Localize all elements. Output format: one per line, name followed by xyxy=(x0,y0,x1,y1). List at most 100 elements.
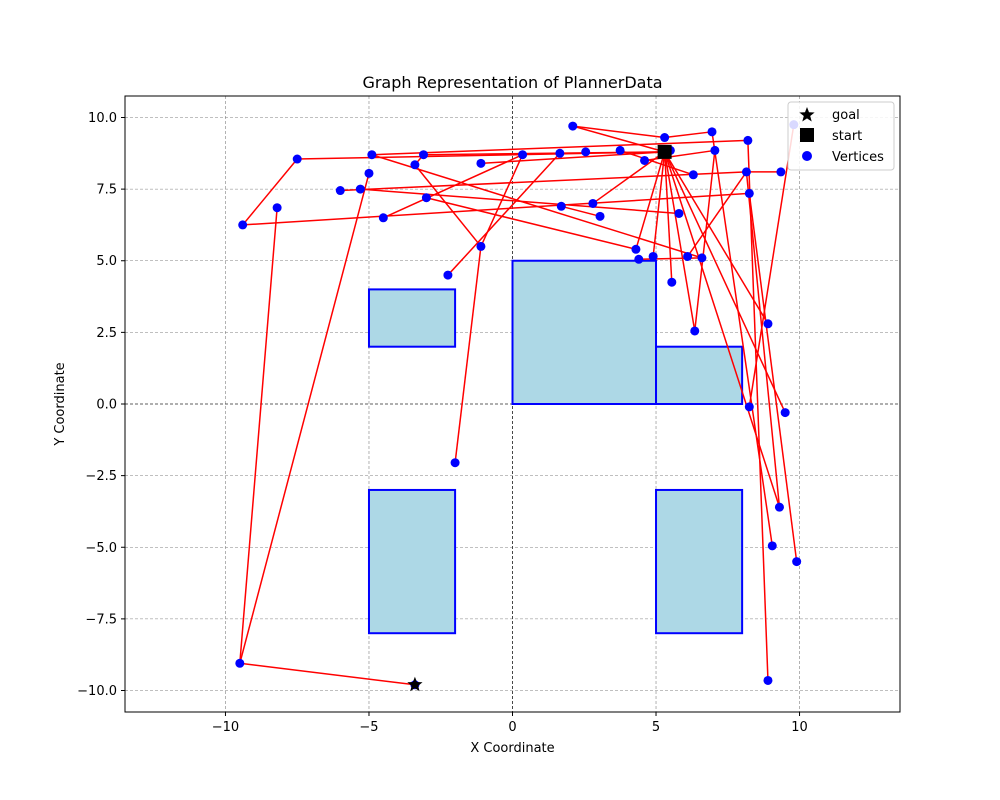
vertex-point xyxy=(674,208,684,218)
edge-line xyxy=(239,173,370,664)
x-tick-label: 5 xyxy=(652,720,660,735)
obstacle-rect xyxy=(655,345,744,405)
edge-line xyxy=(652,151,666,257)
axis-ticks: −10 −5 0 5 10 −10.0 −7.5 −5.0 −2.5 0.0 2.5 5.0 7.5 10… xyxy=(77,111,808,735)
edge-line xyxy=(371,139,748,156)
vertex-point xyxy=(364,168,374,178)
edge-line xyxy=(239,662,415,686)
vertex-point xyxy=(634,254,644,264)
legend-start-square-icon xyxy=(800,128,814,142)
vertex-point xyxy=(710,145,720,155)
vertex-point xyxy=(367,150,377,160)
vertex-point xyxy=(767,541,777,551)
edge-line xyxy=(663,151,786,413)
vertex-point xyxy=(568,121,578,131)
edge-line xyxy=(480,151,665,165)
vertex-point xyxy=(450,458,460,468)
start-square-marker xyxy=(657,144,672,159)
edge-line xyxy=(454,246,482,463)
vertex-point xyxy=(780,408,790,418)
legend-label-vertices: Vertices xyxy=(832,150,884,165)
y-tick-label: 0.0 xyxy=(96,398,117,413)
vertex-point xyxy=(648,251,658,261)
vertex-point xyxy=(743,135,753,145)
vertex-point xyxy=(355,184,365,194)
vertex-point xyxy=(410,160,420,170)
legend-box xyxy=(787,101,895,171)
legend-label-start: start xyxy=(832,129,862,144)
vertex-point xyxy=(707,127,717,137)
edge-line xyxy=(414,164,482,247)
vertex-point xyxy=(744,402,754,412)
x-tick-label: 10 xyxy=(791,720,808,735)
y-tick-label: 10.0 xyxy=(88,111,117,126)
edge-line xyxy=(592,151,666,205)
edge-line xyxy=(745,171,781,508)
edge-line xyxy=(748,124,795,407)
obstacle-rect xyxy=(367,288,457,348)
vertex-point xyxy=(640,155,650,165)
edge-line xyxy=(711,131,774,546)
vertex-point xyxy=(555,148,565,158)
x-axis-title: X Coordinate xyxy=(470,741,554,756)
vertex-point xyxy=(763,319,773,329)
vertex-point xyxy=(763,675,773,685)
chart-title: Graph Representation of PlannerData xyxy=(362,73,662,92)
vertex-point xyxy=(774,502,784,512)
obstacle-rect xyxy=(655,488,744,635)
edge-line xyxy=(242,192,750,226)
vertex-point xyxy=(292,154,302,164)
vertex-point xyxy=(556,201,566,211)
edge-line xyxy=(635,151,666,250)
vertices xyxy=(235,120,802,690)
vertex-point xyxy=(776,167,786,177)
y-tick-label: −10.0 xyxy=(77,684,117,699)
vertex-point xyxy=(631,244,641,254)
edge-line xyxy=(561,205,601,218)
legend-label-goal: goal xyxy=(832,108,860,123)
vertex-point xyxy=(419,150,429,160)
vertex-point xyxy=(476,241,486,251)
vertex-point xyxy=(690,326,700,336)
vertex-point xyxy=(741,167,751,177)
y-tick-label: 7.5 xyxy=(96,183,117,198)
y-axis-title: Y Coordinate xyxy=(53,362,68,446)
edge-line xyxy=(572,125,665,153)
vertex-point xyxy=(744,188,754,198)
edge-line xyxy=(694,150,716,332)
vertex-point xyxy=(378,213,388,223)
edge-line xyxy=(371,154,703,259)
edge-line xyxy=(572,125,665,139)
vertex-point xyxy=(697,253,707,263)
edge-line xyxy=(686,171,748,257)
edge-line xyxy=(242,158,298,226)
vertex-point xyxy=(588,198,598,208)
x-tick-label: 0 xyxy=(508,720,516,735)
edge-line xyxy=(663,151,673,283)
y-tick-label: 2.5 xyxy=(96,326,117,341)
vertex-point xyxy=(792,557,802,567)
vertex-point xyxy=(235,658,245,668)
vertex-point xyxy=(335,186,345,196)
edge-line xyxy=(747,140,769,681)
edges xyxy=(239,124,798,686)
start-goal-markers xyxy=(407,144,672,692)
edge-line xyxy=(663,151,696,332)
vertex-point xyxy=(421,193,431,203)
obstacles xyxy=(367,259,744,635)
x-tick-label: −10 xyxy=(212,720,239,735)
edge-line xyxy=(664,131,713,139)
y-tick-label: −5.0 xyxy=(85,541,117,556)
x-tick-label: −5 xyxy=(359,720,378,735)
legend-vertex-dot-icon xyxy=(802,151,812,161)
vertex-point xyxy=(615,145,625,155)
vertex-point xyxy=(688,170,698,180)
edge-line xyxy=(663,151,769,325)
edge-line xyxy=(644,149,715,162)
y-tick-label: −7.5 xyxy=(85,612,117,627)
y-tick-label: 5.0 xyxy=(96,254,117,269)
legend-goal-star-icon xyxy=(799,107,815,122)
vertex-point xyxy=(660,133,670,143)
edge-line xyxy=(383,154,523,219)
